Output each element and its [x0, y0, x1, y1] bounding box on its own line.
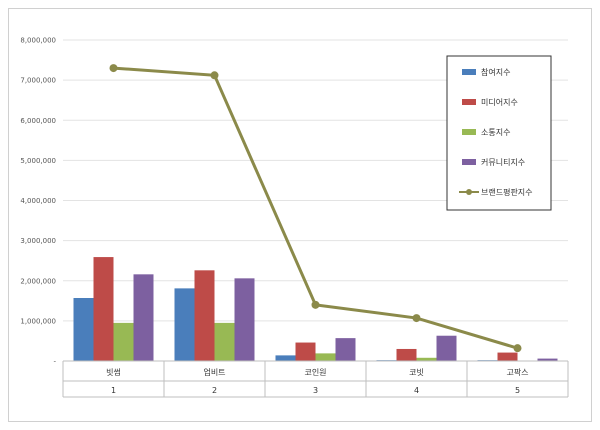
bar: [335, 338, 356, 361]
y-tick-label: 2,000,000: [20, 277, 56, 285]
x-index-label: 4: [414, 386, 419, 395]
bar: [295, 342, 316, 361]
bar: [73, 298, 94, 361]
x-tick-label: 업비트: [203, 368, 225, 377]
bar: [275, 355, 296, 361]
bar: [234, 278, 255, 361]
legend-swatch: [462, 129, 476, 135]
legend-label: 미디어지수: [481, 97, 518, 107]
x-tick-label: 고팍스: [506, 367, 528, 377]
bar-series: [73, 257, 558, 362]
x-tick-label: 코인원: [304, 367, 326, 377]
bar: [133, 274, 154, 361]
legend-label: 소통지수: [481, 128, 510, 137]
legend-swatch: [462, 99, 476, 105]
y-tick-label: 6,000,000: [20, 117, 56, 125]
x-tick-label: 빗썸: [106, 368, 121, 377]
y-tick-label: 5,000,000: [20, 157, 56, 165]
bar: [174, 288, 195, 361]
y-tick-label: 1,000,000: [20, 317, 56, 325]
legend-label: 커뮤니티지수: [481, 157, 525, 167]
legend-label: 참여지수: [481, 67, 510, 77]
bar: [315, 353, 336, 361]
x-index-label: 1: [111, 386, 116, 395]
line-point: [311, 300, 320, 309]
legend-swatch: [462, 159, 476, 165]
bar: [537, 358, 558, 361]
bar: [194, 270, 215, 361]
y-tick-label: 4,000,000: [20, 197, 56, 205]
line-series: [109, 64, 522, 353]
bar: [113, 322, 134, 361]
legend-label: 브랜드평판지수: [481, 187, 533, 197]
x-index-label: 3: [313, 386, 318, 395]
bar: [436, 335, 457, 361]
bar: [214, 322, 235, 361]
x-tick-label: 코빗: [409, 368, 424, 377]
legend-marker: [466, 189, 472, 195]
line-point: [513, 344, 522, 353]
line-point: [210, 71, 219, 80]
x-index-label: 5: [515, 386, 520, 395]
legend-swatch: [462, 69, 476, 75]
bar: [93, 257, 114, 361]
x-axis: 빗썸 1 업비트 2 코인원 3 코빗 4 고팍스 5: [62, 360, 569, 398]
y-tick-label: 8,000,000: [20, 37, 56, 45]
y-axis-ticks: - 1,000,000 2,000,000 3,000,000 4,000,000 5,0…: [20, 37, 56, 366]
y-tick-label: -: [53, 358, 56, 366]
y-tick-label: 3,000,000: [20, 237, 56, 245]
bar: [416, 357, 437, 361]
x-index-label: 2: [212, 386, 217, 395]
bar: [396, 348, 417, 361]
bar: [497, 352, 518, 361]
line-point: [109, 64, 118, 73]
y-tick-label: 7,000,000: [20, 77, 56, 85]
line-point: [412, 314, 421, 323]
